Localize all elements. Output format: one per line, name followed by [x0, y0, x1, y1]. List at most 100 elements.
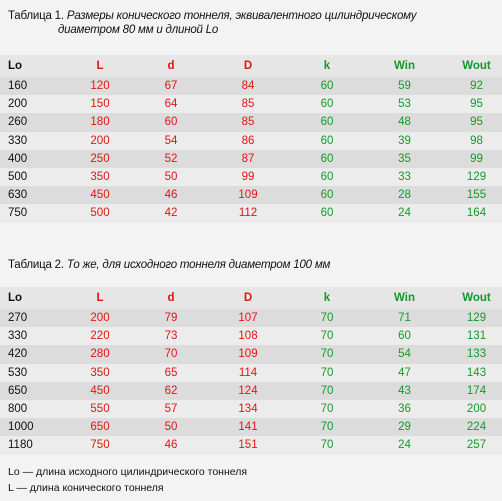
table1-header-d-large: D — [243, 60, 253, 72]
table-cell: 95 — [470, 116, 483, 129]
table1-caption-number: Таблица 1. — [8, 10, 64, 22]
table-cell: 70 — [320, 384, 334, 397]
table-cell: 133 — [466, 348, 487, 361]
table-cell: 60 — [320, 171, 334, 184]
table-cell: 112 — [238, 207, 258, 220]
table-cell: 92 — [470, 80, 483, 93]
table-row: 650 450 62 124 70 43 174 — [0, 381, 502, 400]
table1-header-l: L — [96, 60, 104, 72]
table-cell: 70 — [320, 348, 334, 361]
table-cell: 180 — [90, 116, 110, 129]
table1-header-wout: Wout — [462, 60, 491, 72]
table-cell: 79 — [164, 312, 178, 325]
table-cell: 200 — [8, 98, 28, 111]
table1-header-lo: Lo — [8, 60, 23, 72]
table-cell: 47 — [398, 366, 411, 379]
table-cell: 650 — [90, 421, 110, 434]
table-cell: 151 — [238, 439, 258, 452]
table-row: 160 120 67 84 60 59 92 — [0, 77, 502, 96]
table-cell: 420 — [8, 348, 28, 361]
table-cell: 43 — [398, 384, 411, 397]
table-cell: 60 — [320, 116, 334, 129]
table2-header-row: Lo L d D k Win Wout — [0, 287, 502, 309]
table2-header-d-small: d — [167, 292, 175, 304]
table-cell: 109 — [238, 348, 258, 361]
table-cell: 750 — [90, 439, 110, 452]
table-cell: 85 — [241, 116, 255, 129]
table-cell: 174 — [466, 384, 487, 397]
table-cell: 200 — [90, 134, 110, 147]
table-cell: 164 — [466, 207, 487, 220]
table-cell: 129 — [466, 171, 487, 184]
table-cell: 330 — [8, 330, 28, 343]
table-cell: 36 — [398, 403, 411, 416]
table-cell: 160 — [8, 80, 28, 93]
table-cell: 29 — [398, 421, 411, 434]
table-cell: 39 — [398, 134, 411, 147]
table-cell: 220 — [90, 330, 110, 343]
table-cell: 70 — [320, 403, 334, 416]
table-cell: 650 — [8, 384, 28, 397]
table2-header-l: L — [96, 292, 104, 304]
table-cell: 62 — [164, 384, 178, 397]
table-cell: 60 — [320, 152, 334, 165]
table2-body: 270 200 79 107 70 71 129 330 220 73 108 70 60 131 420 2… — [0, 309, 502, 455]
footnote-l: L — длина конического тоннеля — [8, 482, 164, 494]
table2-caption-number: Таблица 2. — [8, 259, 64, 271]
table-cell: 60 — [320, 98, 334, 111]
table2-header-lo: Lo — [8, 292, 23, 304]
table-row: 200 150 64 85 60 53 95 — [0, 95, 502, 114]
table-cell: 150 — [90, 98, 110, 111]
table-cell: 134 — [238, 403, 258, 416]
table-row: 530 350 65 114 70 47 143 — [0, 363, 502, 382]
table-cell: 73 — [164, 330, 178, 343]
table-row: 330 200 54 86 60 39 98 — [0, 131, 502, 150]
table-cell: 224 — [466, 421, 487, 434]
table-cell: 54 — [164, 134, 178, 147]
table-cell: 57 — [164, 403, 178, 416]
table-cell: 65 — [164, 366, 178, 379]
table-cell: 270 — [8, 312, 28, 325]
table-cell: 124 — [238, 384, 258, 397]
table-cell: 141 — [238, 421, 258, 434]
table-cell: 750 — [8, 207, 28, 220]
table-cell: 107 — [238, 312, 258, 325]
table2-header-k: k — [323, 292, 331, 304]
table-cell: 60 — [398, 330, 411, 343]
table-cell: 54 — [398, 348, 411, 361]
table-row: 500 350 50 99 60 33 129 — [0, 167, 502, 187]
table-cell: 350 — [90, 366, 110, 379]
table-row: 750 500 42 112 60 24 164 — [0, 204, 502, 223]
table2-header-wout: Wout — [462, 292, 491, 304]
table-cell: 280 — [90, 348, 110, 361]
table-row: 1180 750 46 151 70 24 257 — [0, 436, 502, 455]
table-cell: 500 — [8, 171, 28, 184]
table1-header-d-small: d — [167, 60, 175, 72]
table-cell: 257 — [466, 439, 487, 452]
table-cell: 99 — [470, 152, 483, 165]
table-cell: 350 — [90, 171, 110, 184]
table-cell: 67 — [164, 80, 178, 93]
table-cell: 53 — [398, 98, 411, 111]
table-cell: 46 — [164, 439, 178, 452]
table1-caption-text: Размеры конического тоннеля, эквивалентн… — [66, 10, 417, 22]
table-cell: 450 — [90, 189, 110, 202]
table-cell: 99 — [241, 171, 255, 184]
table-cell: 70 — [320, 312, 334, 325]
table-cell: 42 — [164, 207, 178, 220]
table-cell: 64 — [164, 98, 178, 111]
table-cell: 70 — [164, 348, 178, 361]
footnote-lo: Lo — длина исходного цилиндрического тон… — [8, 466, 248, 478]
table-cell: 85 — [241, 98, 255, 111]
table1-header-win: Win — [394, 60, 415, 72]
table2: Lo L d D k Win Wout 270 200 79 107 70 71 129 33… — [0, 287, 502, 455]
table-cell: 120 — [90, 80, 110, 93]
table-cell: 400 — [8, 152, 28, 165]
table1-header-k: k — [323, 60, 331, 72]
table-cell: 530 — [8, 366, 28, 379]
table-cell: 60 — [320, 80, 334, 93]
table-cell: 143 — [466, 366, 487, 379]
table-row: 260 180 60 85 60 48 95 — [0, 113, 502, 132]
table-cell: 48 — [398, 116, 411, 129]
table-cell: 95 — [470, 98, 483, 111]
